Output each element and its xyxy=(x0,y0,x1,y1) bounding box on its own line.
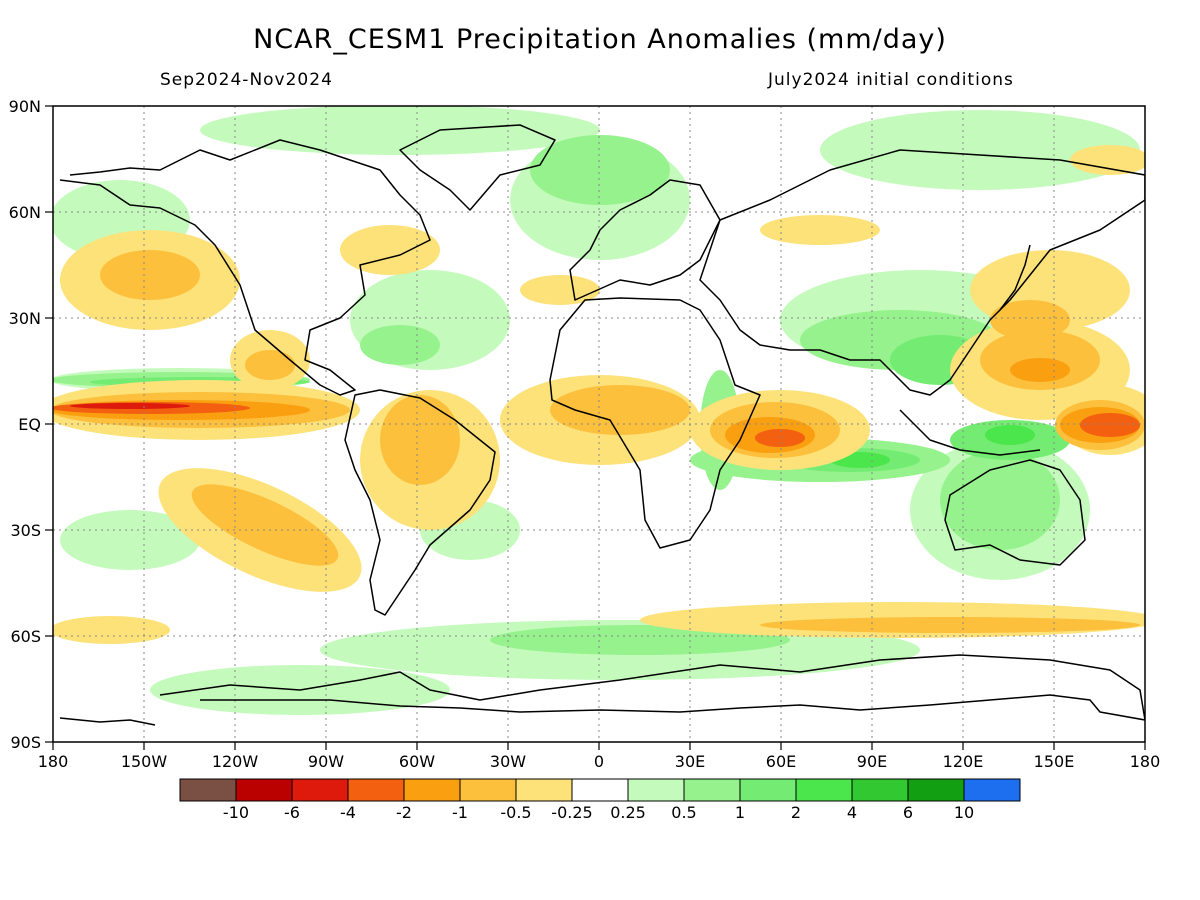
colorbar-swatch xyxy=(459,778,517,802)
colorbar-label: -2 xyxy=(396,803,412,822)
colorbar-label: 2 xyxy=(791,803,801,822)
colorbar-swatch xyxy=(851,778,909,802)
colorbar-label: -6 xyxy=(284,803,300,822)
colorbar-label: 0.5 xyxy=(671,803,696,822)
colorbar-label: 0.25 xyxy=(610,803,646,822)
lon-label: 60E xyxy=(766,752,796,771)
lon-label: 60W xyxy=(399,752,435,771)
coastline-south-america xyxy=(344,389,496,616)
lat-label: 60S xyxy=(10,627,41,646)
colorbar-swatch xyxy=(347,778,405,802)
colorbar: -10 -6 -4 -2 -1 -0.5 -0.25 0.25 0.5 1 2 4 6 10 xyxy=(179,778,1021,822)
coastline-africa xyxy=(549,297,761,549)
lat-label: 60N xyxy=(9,203,41,222)
coastline-north-america xyxy=(59,139,431,396)
colorbar-label: 10 xyxy=(954,803,974,822)
lon-label: 150E xyxy=(1034,752,1075,771)
axis-ticks xyxy=(45,105,1146,750)
lat-label: EQ xyxy=(18,415,41,434)
init-conditions-label: July2024 initial conditions xyxy=(768,70,1014,90)
colorbar-swatch xyxy=(179,778,237,802)
lon-label: 150W xyxy=(121,752,168,771)
lat-label: 90N xyxy=(9,97,41,116)
colorbar-label: -0.5 xyxy=(500,803,531,822)
lon-label: 180 xyxy=(1130,752,1161,771)
coastline-greenland xyxy=(399,124,556,211)
colorbar-label: -10 xyxy=(223,803,249,822)
colorbar-label: 6 xyxy=(903,803,913,822)
colorbar-label: -4 xyxy=(340,803,356,822)
lon-label: 120W xyxy=(212,752,259,771)
colorbar-swatch xyxy=(235,778,293,802)
colorbar-swatch xyxy=(907,778,965,802)
lon-label: 30W xyxy=(490,752,526,771)
longitude-labels: 180 150W 120W 90W 60W 30W 0 30E 60E 90E … xyxy=(38,752,1161,771)
lat-label: 90S xyxy=(10,733,41,752)
season-label: Sep2024-Nov2024 xyxy=(160,70,333,90)
colorbar-label: -0.25 xyxy=(551,803,592,822)
colorbar-swatch xyxy=(795,778,853,802)
colorbar-swatch xyxy=(291,778,349,802)
colorbar-label: -1 xyxy=(452,803,468,822)
colorbar-swatch xyxy=(739,778,797,802)
graticule xyxy=(53,106,1145,742)
lat-label: 30S xyxy=(10,521,41,540)
latitude-labels: 90N 60N 30N EQ 30S 60S 90S xyxy=(9,97,41,752)
coastline-japan xyxy=(999,244,1031,311)
colorbar-swatch xyxy=(403,778,461,802)
coastline-europe xyxy=(569,179,721,301)
coastlines xyxy=(59,124,1145,726)
colorbar-label: 4 xyxy=(847,803,857,822)
lon-label: 90E xyxy=(857,752,887,771)
coastline-indonesia xyxy=(899,409,1041,456)
lon-label: 180 xyxy=(38,752,69,771)
colorbar-swatch xyxy=(627,778,685,802)
coastline-asia xyxy=(699,149,1145,396)
lon-label: 120E xyxy=(943,752,984,771)
lon-label: 90W xyxy=(308,752,344,771)
lon-label: 0 xyxy=(594,752,604,771)
colorbar-swatch xyxy=(571,778,629,802)
colorbar-swatch xyxy=(963,778,1021,802)
colorbar-swatch xyxy=(515,778,573,802)
lon-label: 30E xyxy=(675,752,705,771)
colorbar-swatch xyxy=(683,778,741,802)
lat-label: 30N xyxy=(9,309,41,328)
coastline-australia xyxy=(944,459,1086,566)
coastline-antarctica xyxy=(159,654,1145,721)
colorbar-label: 1 xyxy=(735,803,745,822)
map-title: NCAR_CESM1 Precipitation Anomalies (mm/d… xyxy=(253,24,947,55)
